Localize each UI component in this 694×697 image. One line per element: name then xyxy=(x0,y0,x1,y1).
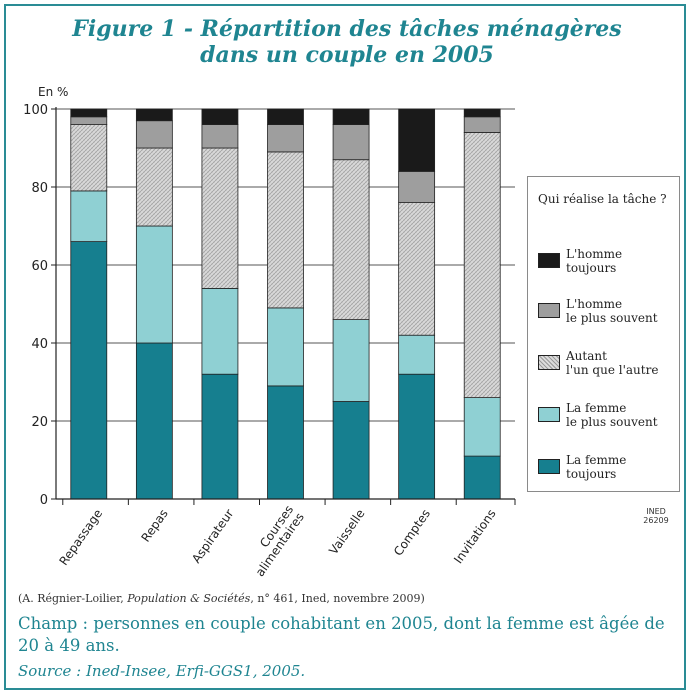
bar-segment xyxy=(267,124,304,153)
legend-item: L'homme le plus souvent xyxy=(538,297,678,337)
bar-segment xyxy=(267,307,304,387)
bar-segment xyxy=(70,108,108,118)
x-tick-label: Invitations xyxy=(451,507,499,567)
citation-suffix: , n° 461, Ined, novembre 2009) xyxy=(250,592,425,605)
bar-segment xyxy=(135,108,173,122)
legend-item: La femme toujours xyxy=(538,453,678,493)
bar-segment xyxy=(332,124,370,161)
bar-segment xyxy=(135,342,173,500)
legend-label: L'homme toujours xyxy=(566,247,623,275)
bar-segment xyxy=(463,131,501,399)
y-tick-label: 80 xyxy=(31,181,48,196)
legend-item: Autant l'un que l'autre xyxy=(538,349,678,389)
legend-label: La femme toujours xyxy=(566,453,627,481)
bar-segment xyxy=(332,401,370,500)
bar-segment xyxy=(332,159,370,320)
bar-segment xyxy=(135,120,173,149)
legend-label: Autant l'un que l'autre xyxy=(566,349,659,377)
legend-swatch xyxy=(538,459,560,474)
citation: (A. Régnier-Loilier, Population & Sociét… xyxy=(18,592,425,605)
bar-segment xyxy=(398,108,436,172)
y-tick-label: 100 xyxy=(23,103,48,118)
bar-segment xyxy=(70,190,108,242)
citation-journal: Population & Sociétés xyxy=(127,592,251,605)
x-tick-label: Coursesalimentaires xyxy=(242,503,307,579)
y-axis-label: En % xyxy=(38,85,68,99)
bar-segment xyxy=(201,287,239,375)
y-tick-label: 40 xyxy=(31,337,48,352)
ined-mark: INED 26209 xyxy=(643,507,669,525)
y-tick-label: 20 xyxy=(31,415,48,430)
legend-item: La femme le plus souvent xyxy=(538,401,678,441)
bar-segment xyxy=(201,108,239,126)
bar-segment xyxy=(267,108,304,126)
bar-segment xyxy=(398,334,436,375)
legend: Qui réalise la tâche ? L'homme toujours L… xyxy=(527,176,680,492)
bar-segment xyxy=(201,373,239,500)
source-note: Source : Ined-Insee, Erfi-GGS1, 2005. xyxy=(18,662,306,680)
x-tick-label: Repas xyxy=(138,507,170,545)
bar-segment xyxy=(267,151,304,309)
champ-note: Champ : personnes en couple cohabitant e… xyxy=(18,614,665,655)
bar-segment xyxy=(463,116,501,133)
legend-swatch xyxy=(538,253,560,268)
bar-segment xyxy=(463,397,501,457)
x-tick-label: Vaisselle xyxy=(326,507,367,558)
x-tick-label: Aspirateur xyxy=(189,507,236,566)
bar-segment xyxy=(201,147,239,289)
bar-segment xyxy=(135,225,173,344)
bar-segment xyxy=(70,241,108,500)
bar-segment xyxy=(267,385,304,500)
legend-label: La femme le plus souvent xyxy=(566,401,658,429)
bar-segment xyxy=(463,455,501,500)
citation-prefix: (A. Régnier-Loilier, xyxy=(18,592,128,605)
x-tick-label: Comptes xyxy=(391,507,433,559)
y-tick-label: 60 xyxy=(31,259,48,274)
bar-segment xyxy=(201,124,239,149)
legend-heading: Qui réalise la tâche ? xyxy=(538,192,667,206)
bar-segment xyxy=(332,108,370,126)
x-tick-label: Repassage xyxy=(56,507,105,568)
bar-segment xyxy=(135,147,173,227)
legend-swatch xyxy=(538,355,560,370)
y-tick-label: 0 xyxy=(40,493,48,508)
figure-title: Figure 1 - Répartition des tâches ménagè… xyxy=(0,16,694,68)
legend-label: L'homme le plus souvent xyxy=(566,297,658,325)
legend-swatch xyxy=(538,407,560,422)
bar-segment xyxy=(398,373,436,500)
bar-segment xyxy=(332,319,370,402)
bar-segment xyxy=(70,116,108,126)
legend-item: L'homme toujours xyxy=(538,247,678,287)
bar-segment xyxy=(398,170,436,203)
bar-segment xyxy=(70,124,108,192)
figure-title-line2: dans un couple en 2005 xyxy=(200,42,494,68)
legend-swatch xyxy=(538,303,560,318)
bar-segment xyxy=(463,108,501,118)
figure-title-line1: Figure 1 - Répartition des tâches ménagè… xyxy=(72,16,622,42)
bar-segment xyxy=(398,202,436,336)
